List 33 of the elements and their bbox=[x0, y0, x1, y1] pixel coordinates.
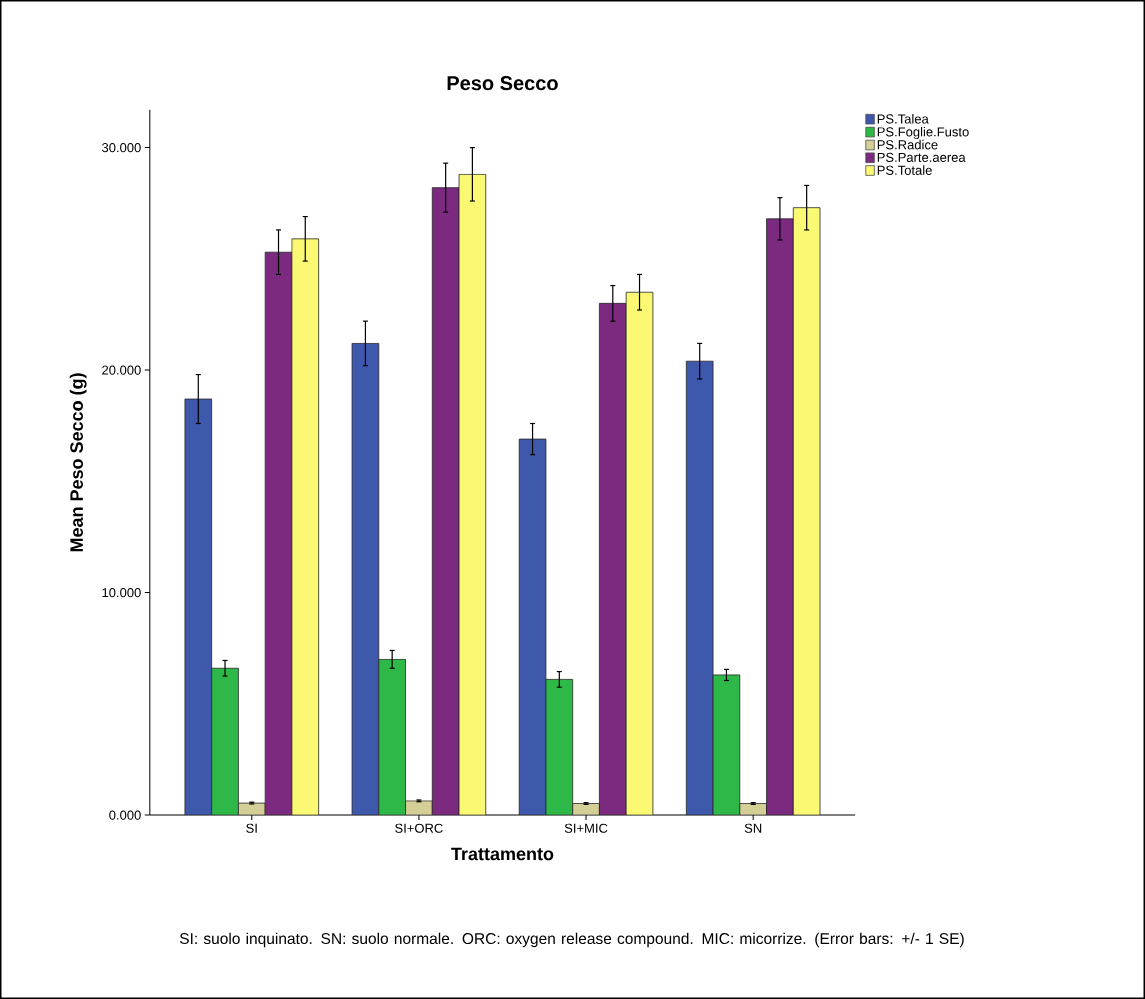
bar bbox=[545, 679, 574, 816]
legend-label: PS.Parte.aerea bbox=[877, 152, 966, 162]
chart-title: Peso Secco bbox=[447, 76, 558, 91]
bar bbox=[685, 360, 714, 816]
legend-label: PS.Talea bbox=[877, 114, 929, 124]
bar bbox=[792, 207, 821, 816]
y-tick-label: 30.000 bbox=[102, 143, 141, 153]
y-tick-label: 0.000 bbox=[109, 810, 141, 820]
x-tick-label: SN bbox=[744, 823, 762, 833]
bar bbox=[264, 251, 293, 816]
text: SI: suolo inquinato. SN: suolo normale. ORC: oxygen release compound. MIC: micorrize. (Error bars: +/- 1 SE) bbox=[179, 932, 964, 948]
bar bbox=[712, 674, 741, 816]
bar bbox=[458, 173, 487, 816]
bar bbox=[184, 398, 213, 816]
legend-label: PS.Totale bbox=[877, 165, 932, 175]
bar bbox=[518, 438, 547, 816]
legend-label: PS.Foglie.Fusto bbox=[877, 126, 969, 140]
bar bbox=[291, 238, 320, 816]
bar bbox=[766, 218, 794, 816]
bar bbox=[431, 187, 460, 816]
bar bbox=[625, 291, 654, 816]
y-tick-label: 10.000 bbox=[102, 588, 141, 598]
legend-label: PS.Radice bbox=[877, 139, 938, 150]
x-tick-label: SI+MIC bbox=[564, 823, 608, 833]
x-axis-title: Trattamento bbox=[451, 847, 554, 861]
bar bbox=[351, 343, 380, 816]
y-axis-title: Mean Peso Secco (g) bbox=[69, 373, 87, 552]
bar bbox=[211, 667, 239, 816]
y-tick-label: 20.000 bbox=[102, 365, 141, 375]
bar bbox=[599, 302, 627, 816]
bar bbox=[378, 658, 406, 816]
x-tick-label: SI+ORC bbox=[395, 823, 443, 833]
x-tick-label: SI bbox=[246, 823, 257, 833]
